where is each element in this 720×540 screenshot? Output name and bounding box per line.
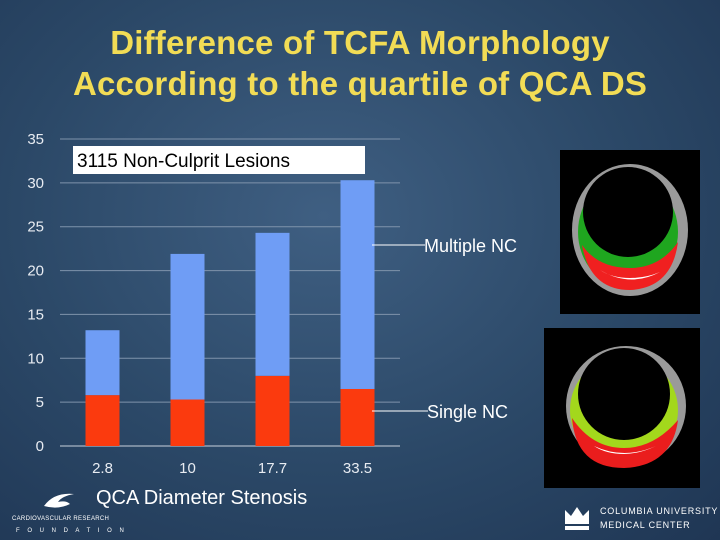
x-axis-ticks: 2.8 10 17.7 33.5 (92, 460, 372, 477)
slide-title: Difference of TCFA Morphology According … (0, 22, 720, 104)
x-tick-label: 10 (179, 460, 196, 477)
y-tick-label: 0 (36, 438, 44, 455)
x-tick-label: 33.5 (343, 460, 372, 477)
columbia-logo-line-2: MEDICAL CENTER (600, 520, 691, 530)
y-tick-label: 10 (27, 350, 44, 367)
bar-single-nc (255, 375, 290, 446)
x-axis-label: QCA Diameter Stenosis (96, 487, 307, 509)
single-nc-label: Single NC (427, 402, 508, 422)
x-tick-label: 17.7 (258, 460, 287, 477)
bar-single-nc (340, 388, 375, 446)
bar-multiple-nc (340, 180, 375, 389)
y-tick-label: 5 (36, 394, 44, 411)
y-tick-label: 15 (27, 306, 44, 323)
chart-bars (85, 180, 375, 446)
title-line-1: Difference of TCFA Morphology (110, 24, 610, 61)
bar-single-nc (170, 399, 205, 446)
crf-logo-line-2: F O U N D A T I O N (16, 528, 127, 534)
chart-annotation: 3115 Non-Culprit Lesions (77, 151, 290, 172)
crf-swirl-icon (44, 493, 74, 508)
y-tick-label: 20 (27, 263, 44, 280)
bar-multiple-nc (85, 330, 120, 396)
multiple-nc-label: Multiple NC (424, 236, 517, 256)
y-tick-label: 30 (27, 175, 44, 192)
annotation-box (73, 146, 365, 174)
bar-multiple-nc (170, 253, 205, 400)
columbia-university-medical-center-logo: COLUMBIA UNIVERSITY MEDICAL CENTER (562, 500, 717, 536)
ivus-multiple-graphic (572, 164, 688, 296)
x-tick-label: 2.8 (92, 460, 113, 477)
ivus-image-multiple-nc (560, 150, 700, 314)
y-tick-label: 35 (27, 131, 44, 148)
title-line-2: According to the quartile of QCA DS (72, 65, 648, 102)
ivus-single-graphic (566, 346, 686, 468)
bar-single-nc (85, 395, 120, 446)
crf-logo-line-1: CARDIOVASCULAR RESEARCH (12, 516, 110, 522)
bar-multiple-nc (255, 232, 290, 376)
y-tick-label: 25 (27, 219, 44, 236)
y-axis-ticks: 0 5 10 15 20 25 30 35 (27, 131, 44, 455)
crown-icon (565, 507, 589, 530)
cardiovascular-research-foundation-logo: CARDIOVASCULAR RESEARCH F O U N D A T I … (12, 488, 124, 538)
columbia-logo-line-1: COLUMBIA UNIVERSITY (600, 506, 719, 516)
ivus-image-single-nc (544, 328, 700, 488)
